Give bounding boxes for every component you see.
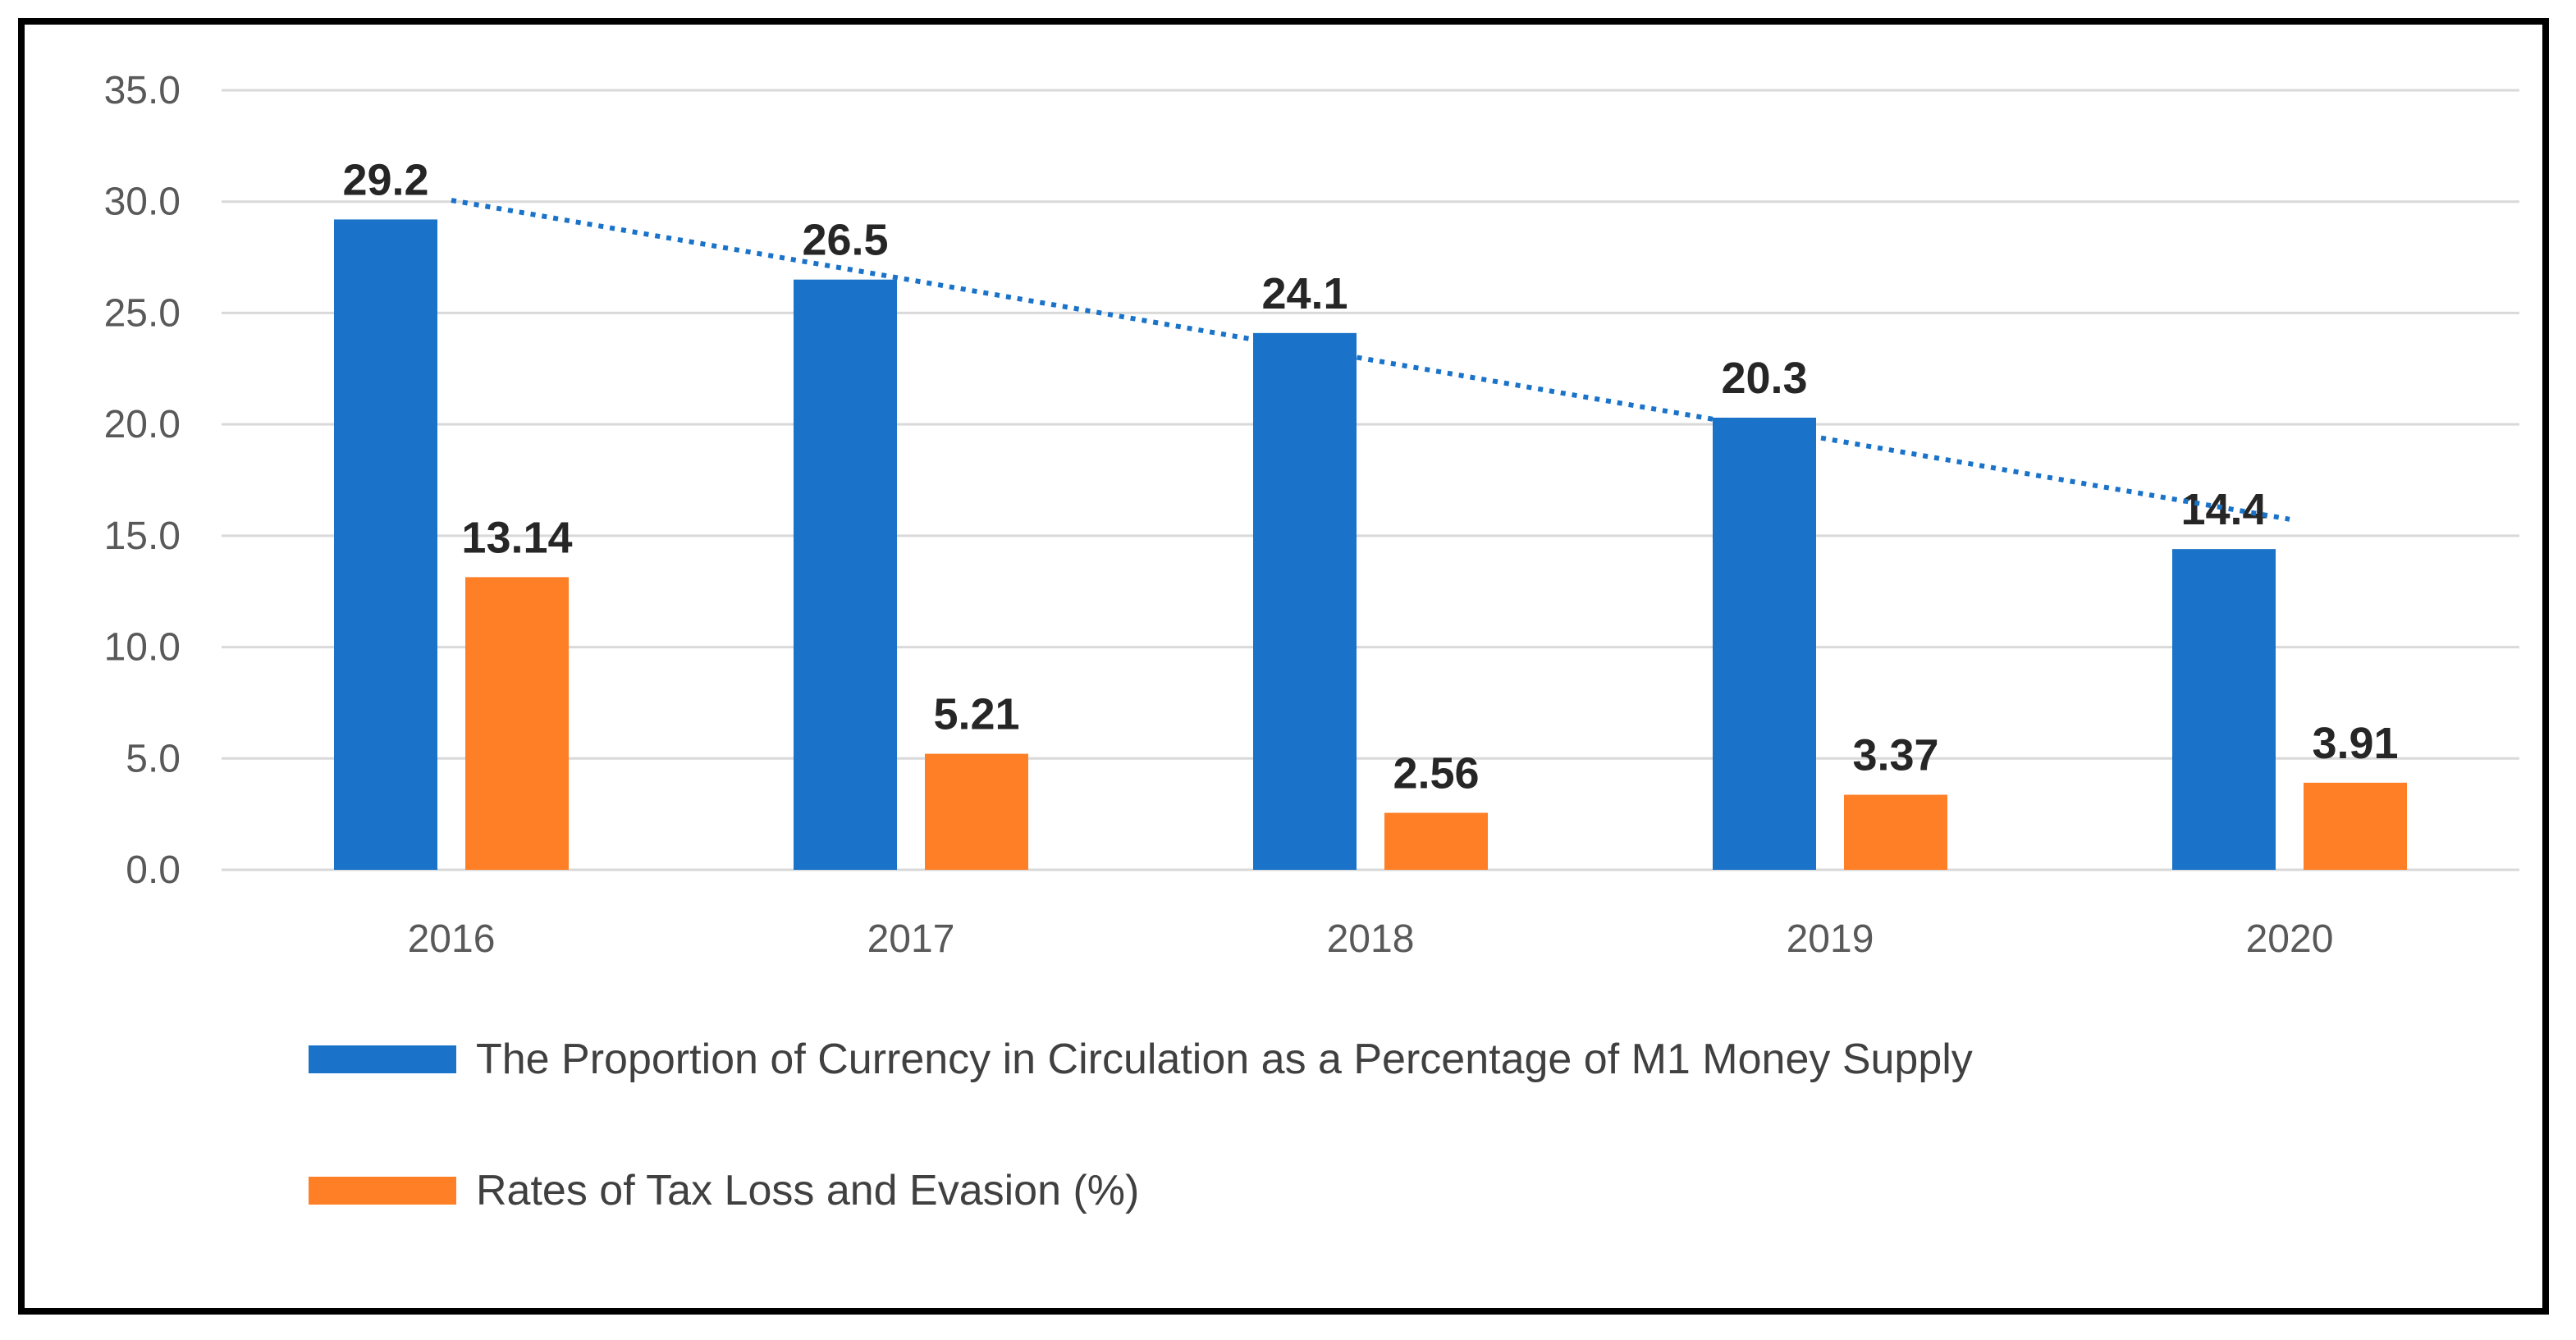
data-label: 2.56 (1393, 749, 1479, 798)
y-tick-label: 0.0 (126, 848, 181, 892)
legend-swatch (309, 1177, 456, 1205)
y-tick-label: 15.0 (104, 515, 181, 558)
y-tick-label: 5.0 (126, 737, 181, 780)
bar-tax-loss (465, 577, 569, 870)
bar-currency (1253, 332, 1357, 870)
bar-tax-loss (925, 753, 1028, 870)
data-label: 13.14 (461, 513, 572, 562)
bar-tax-loss (1384, 812, 1488, 870)
legend-label: Rates of Tax Loss and Evasion (%) (476, 1167, 1139, 1214)
legend-label: The Proportion of Currency in Circulatio… (476, 1036, 1973, 1083)
data-label: 5.21 (933, 690, 1019, 739)
y-tick-label: 30.0 (104, 181, 181, 224)
bar-tax-loss (2304, 782, 2407, 870)
bar-currency (334, 219, 437, 870)
data-label: 29.2 (342, 155, 428, 204)
data-label: 3.37 (1852, 731, 1938, 780)
x-tick-label: 2020 (2246, 917, 2334, 961)
legend-swatch (309, 1045, 456, 1073)
chart-frame (18, 18, 2549, 1315)
bar-tax-loss (1844, 794, 1947, 870)
x-tick-label: 2018 (1327, 917, 1415, 961)
y-tick-label: 25.0 (104, 291, 181, 335)
data-label: 14.4 (2180, 485, 2267, 534)
x-tick-label: 2017 (867, 917, 955, 961)
x-tick-label: 2016 (408, 917, 496, 961)
bar-currency (794, 279, 897, 870)
y-tick-label: 10.0 (104, 626, 181, 670)
bar-currency (2172, 549, 2276, 870)
y-tick-label: 35.0 (104, 69, 181, 112)
trendline (451, 198, 2290, 522)
data-label: 26.5 (802, 216, 888, 265)
bar-currency (1713, 418, 1816, 870)
y-tick-label: 20.0 (104, 403, 181, 446)
data-label: 24.1 (1261, 269, 1347, 318)
x-tick-label: 2019 (1787, 917, 1874, 961)
data-label: 3.91 (2312, 719, 2398, 768)
data-label: 20.3 (1721, 354, 1807, 403)
